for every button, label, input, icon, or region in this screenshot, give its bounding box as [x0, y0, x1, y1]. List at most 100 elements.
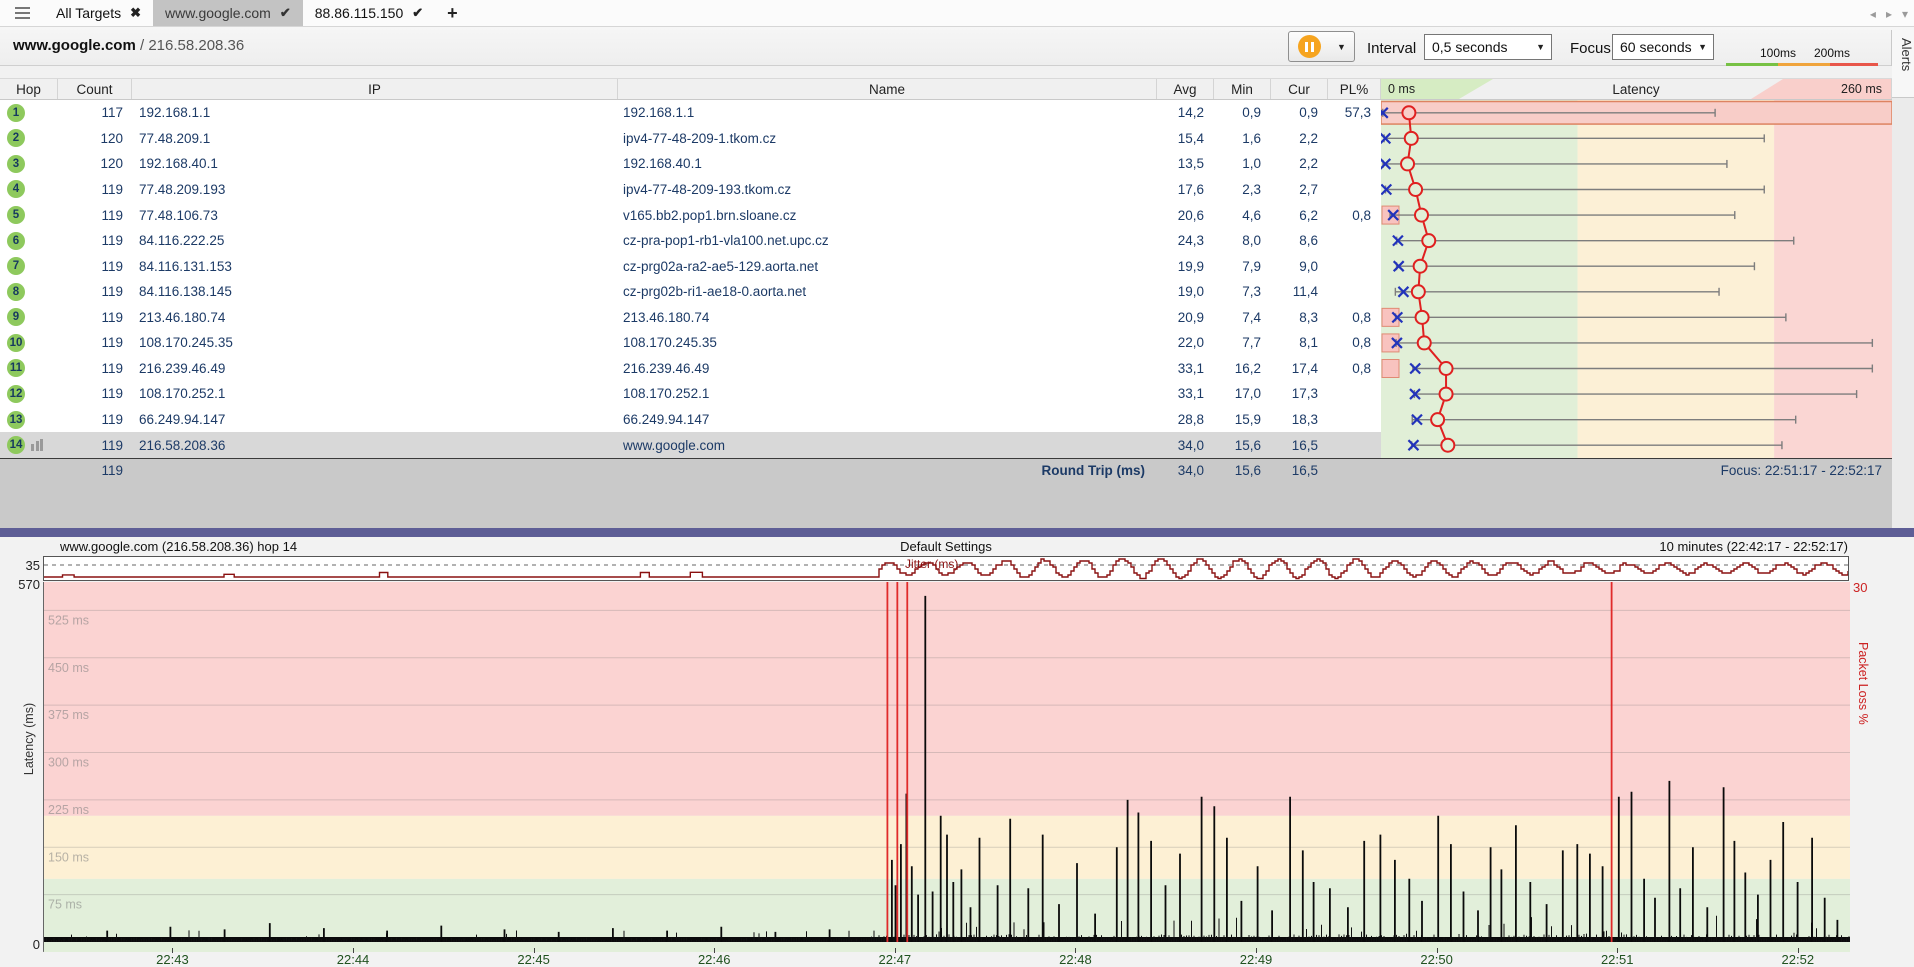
table-row-hop-12[interactable]: 12 119 108.170.252.1 108.170.252.1 33,1 17,0 1… — [0, 381, 1892, 407]
col-header-min[interactable]: Min — [1214, 79, 1271, 99]
hop-number-badge: 1 — [7, 103, 25, 122]
table-row-hop-5[interactable]: 5 119 77.48.106.73 v165.bb2.pop1.brn.sloane… — [0, 202, 1892, 228]
tab-www-google-com[interactable]: www.google.com ✔ — [153, 0, 303, 26]
col-header-latency[interactable]: 0 ms Latency 260 ms — [1381, 79, 1892, 99]
latency-timeline-chart[interactable]: 75 ms 150 ms 225 ms 300 ms 375 ms 450 ms 525 m… — [43, 582, 1850, 952]
table-row-hop-7[interactable]: 7 119 84.116.131.153 cz-prg02a-ra2-ae5-129.… — [0, 253, 1892, 279]
hop-pl — [1328, 126, 1381, 152]
col-header-count[interactable]: Count — [58, 79, 132, 99]
table-row-hop-1[interactable]: 1 117 192.168.1.1 192.168.1.1 14,2 0,9 0,9 57,3 — [0, 100, 1892, 126]
col-header-hop[interactable]: Hop — [0, 79, 58, 99]
hop-min: 8,0 — [1242, 233, 1261, 249]
tab-all-targets[interactable]: All Targets ✖ — [44, 0, 153, 26]
add-target-button[interactable]: + — [447, 2, 458, 23]
focus-select[interactable]: 60 seconds ▼ — [1612, 34, 1714, 60]
round-trip-label: Round Trip (ms) — [1041, 463, 1146, 478]
svg-text:225 ms: 225 ms — [48, 803, 89, 817]
hop-number-badge: 3 — [7, 154, 25, 173]
footer-min: 15,6 — [1234, 463, 1261, 478]
hop-pl — [1328, 228, 1381, 254]
tab-88-86-115-150[interactable]: 88.86.115.150 ✔ — [303, 0, 435, 26]
scroll-left-icon[interactable]: ◂ — [1869, 6, 1876, 21]
target-title: www.google.com / 216.58.208.36 — [13, 37, 245, 54]
tab-label: 88.86.115.150 — [314, 5, 404, 21]
time-tick — [172, 948, 174, 953]
hop-name: 213.46.180.74 — [623, 309, 710, 325]
table-row-hop-8[interactable]: 8 119 84.116.138.145 cz-prg02b-ri1-ae18-0.a… — [0, 279, 1892, 305]
hop-cur: 6,2 — [1299, 207, 1318, 223]
hop-ip: 213.46.180.74 — [139, 309, 226, 325]
tab-label: www.google.com — [165, 5, 271, 21]
tab-list-icon[interactable]: ▾ — [1901, 6, 1908, 21]
hop-avg: 19,9 — [1177, 258, 1204, 274]
tab-bar: All Targets ✖ www.google.com ✔ 88.86.115.150… — [0, 0, 1914, 27]
col-header-name[interactable]: Name — [618, 79, 1157, 99]
hop-avg: 20,9 — [1177, 309, 1204, 325]
timeline-settings-label: Default Settings — [900, 539, 992, 554]
hop-number-badge: 5 — [7, 206, 25, 225]
col-header-cur[interactable]: Cur — [1271, 79, 1328, 99]
hop-pl: 0,8 — [1352, 207, 1371, 223]
latency-min-label: 0 ms — [1388, 82, 1416, 96]
pause-dropdown-button[interactable]: ▼ — [1329, 31, 1355, 62]
jitter-chart[interactable] — [43, 556, 1849, 581]
hop-pl — [1328, 407, 1381, 433]
hop-count: 119 — [101, 233, 123, 249]
hop-cur: 17,3 — [1291, 386, 1318, 402]
close-icon[interactable]: ✖ — [130, 5, 142, 20]
hop-ip: 84.116.222.25 — [139, 233, 225, 249]
hop-avg: 14,2 — [1177, 105, 1204, 121]
col-header-ip[interactable]: IP — [132, 79, 618, 99]
hop-name: v165.bb2.pop1.brn.sloane.cz — [623, 207, 797, 223]
col-header-avg[interactable]: Avg — [1157, 79, 1214, 99]
hop-number-badge: 9 — [7, 308, 25, 327]
hop-avg: 17,6 — [1177, 181, 1204, 197]
hop-avg: 24,3 — [1177, 233, 1204, 249]
scroll-right-icon[interactable]: ▸ — [1885, 6, 1892, 21]
hop-avg: 28,8 — [1177, 412, 1204, 428]
latency-axis-label: Latency (ms) — [22, 702, 36, 776]
interval-select[interactable]: 0,5 seconds ▼ — [1424, 34, 1552, 60]
table-row-hop-11[interactable]: 11 119 216.239.46.49 216.239.46.49 33,1 16,2 1… — [0, 356, 1892, 382]
focus-label: Focus — [1570, 40, 1611, 57]
table-row-hop-10[interactable]: 10 119 108.170.245.35 108.170.245.35 22,0 7,7… — [0, 330, 1892, 356]
table-row-hop-4[interactable]: 4 119 77.48.209.193 ipv4-77-48-209-193.tkom… — [0, 177, 1892, 203]
table-row-hop-2[interactable]: 2 120 77.48.209.1 ipv4-77-48-209-1.tkom.cz 1… — [0, 126, 1892, 152]
hop-name: 108.170.245.35 — [623, 335, 717, 351]
check-icon[interactable]: ✔ — [279, 5, 291, 20]
time-tick-label: 22:47 — [878, 952, 912, 967]
pane-splitter[interactable] — [0, 528, 1914, 537]
hop-min: 1,6 — [1242, 130, 1261, 146]
svg-text:150 ms: 150 ms — [48, 850, 89, 864]
table-row-hop-3[interactable]: 3 120 192.168.40.1 192.168.40.1 13,5 1,0 2,2 — [0, 151, 1892, 177]
hop-cur: 18,3 — [1291, 412, 1318, 428]
target-ip: 216.58.208.36 — [148, 37, 245, 54]
loss-axis-label: Packet Loss % — [1856, 642, 1870, 725]
check-icon[interactable]: ✔ — [412, 5, 424, 20]
timeline-header: www.google.com (216.58.208.36) hop 14 De… — [0, 539, 1892, 556]
hop-count: 119 — [101, 181, 123, 197]
time-tick — [1617, 948, 1619, 953]
table-row-hop-13[interactable]: 13 119 66.249.94.147 66.249.94.147 28,8 15,9 1… — [0, 407, 1892, 433]
hop-ip: 77.48.209.193 — [139, 181, 226, 197]
pause-icon — [1297, 35, 1321, 58]
time-tick — [1797, 948, 1799, 953]
hop-min: 7,7 — [1242, 335, 1261, 351]
chevron-down-icon: ▼ — [1536, 42, 1545, 52]
time-tick — [533, 948, 535, 953]
hop-number-badge: 13 — [7, 410, 25, 429]
hop-min: 16,2 — [1234, 360, 1261, 376]
hop-cur: 8,6 — [1299, 233, 1318, 249]
hop-pl — [1328, 279, 1381, 305]
hop-pl: 0,8 — [1352, 335, 1371, 351]
hop-count: 119 — [101, 412, 123, 428]
menu-icon[interactable] — [0, 0, 44, 26]
latency-axis-zero: 0 — [32, 937, 40, 952]
hop-pl — [1328, 177, 1381, 203]
table-row-hop-6[interactable]: 6 119 84.116.222.25 cz-pra-pop1-rb1-vla100.… — [0, 228, 1892, 254]
col-header-pl[interactable]: PL% — [1328, 79, 1381, 99]
table-row-hop-14[interactable]: 14 119 216.58.208.36 www.google.com 34,0 15,6… — [0, 432, 1892, 458]
pause-button[interactable] — [1288, 31, 1330, 62]
table-row-hop-9[interactable]: 9 119 213.46.180.74 213.46.180.74 20,9 7,4 8,3… — [0, 305, 1892, 331]
alerts-side-tab[interactable]: Alerts — [1891, 30, 1914, 98]
